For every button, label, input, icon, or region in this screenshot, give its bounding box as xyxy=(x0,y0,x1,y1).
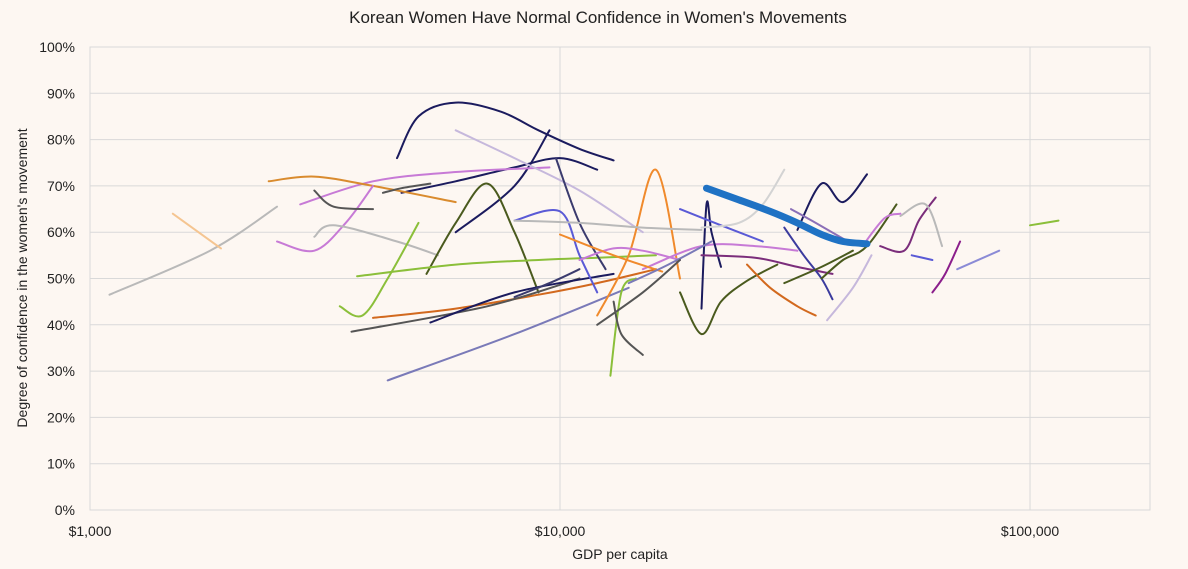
x-tick-label: $10,000 xyxy=(535,523,586,539)
tick-labels: 0% 10% 20% 30% 40% 50% 60% 70% 80% 90% 100% $1,000 $… xyxy=(39,39,1059,539)
series-line xyxy=(612,300,644,356)
series-line xyxy=(350,277,581,333)
series-line xyxy=(267,175,457,204)
series-line xyxy=(931,240,962,294)
series-line xyxy=(386,286,630,382)
series-line xyxy=(513,219,703,231)
series-line xyxy=(513,268,581,298)
series-line xyxy=(299,166,551,206)
series-line xyxy=(826,254,873,322)
y-tick-label: 90% xyxy=(47,85,75,101)
series-line xyxy=(796,173,868,231)
series-line xyxy=(381,182,432,194)
x-axis-label: GDP per capita xyxy=(572,546,668,562)
series-line xyxy=(454,129,551,234)
y-tick-label: 50% xyxy=(47,271,75,287)
series-group xyxy=(108,101,1060,382)
series-line xyxy=(956,249,1001,271)
series-line xyxy=(313,189,374,211)
y-tick-label: 80% xyxy=(47,132,75,148)
series-line xyxy=(746,263,817,317)
series-line xyxy=(820,203,898,280)
x-tick-label: $1,000 xyxy=(69,523,112,539)
y-tick-label: 70% xyxy=(47,178,75,194)
series-line-highlight xyxy=(703,184,871,248)
y-tick-label: 0% xyxy=(55,502,75,518)
y-tick-label: 40% xyxy=(47,317,75,333)
series-line xyxy=(596,259,681,326)
series-line xyxy=(596,168,681,317)
series-line xyxy=(627,240,713,285)
x-tick-label: $100,000 xyxy=(1001,523,1060,539)
y-tick-label: 10% xyxy=(47,456,75,472)
series-line xyxy=(609,277,637,377)
plot-frame xyxy=(89,46,1151,511)
series-line xyxy=(313,224,439,257)
series-line xyxy=(425,182,540,294)
series-line xyxy=(899,202,944,248)
y-tick-label: 100% xyxy=(39,39,75,55)
series-line xyxy=(641,243,799,271)
series-line xyxy=(276,184,374,253)
series-line xyxy=(700,254,834,275)
y-tick-label: 30% xyxy=(47,363,75,379)
series-line xyxy=(790,208,849,243)
series-line xyxy=(783,226,834,301)
y-axis-label: Degree of confidence in the women's move… xyxy=(14,128,30,427)
y-tick-label: 60% xyxy=(47,224,75,240)
series-line xyxy=(400,157,599,194)
series-line xyxy=(372,268,657,319)
series-line xyxy=(454,129,644,234)
series-line xyxy=(910,254,934,261)
series-line xyxy=(783,249,854,285)
series-line xyxy=(700,168,786,229)
series-line xyxy=(861,212,902,248)
y-tick-label: 20% xyxy=(47,409,75,425)
series-line xyxy=(700,200,722,310)
series-line xyxy=(171,212,222,250)
series-line xyxy=(1029,219,1060,227)
series-line xyxy=(338,221,420,318)
series-line xyxy=(429,272,615,324)
series-line xyxy=(559,233,664,273)
series-line xyxy=(108,205,278,296)
series-line xyxy=(513,209,599,294)
series-line xyxy=(396,101,615,162)
chart-title: Korean Women Have Normal Confidence in W… xyxy=(349,8,847,27)
series-line xyxy=(356,254,657,278)
series-line xyxy=(578,246,681,261)
